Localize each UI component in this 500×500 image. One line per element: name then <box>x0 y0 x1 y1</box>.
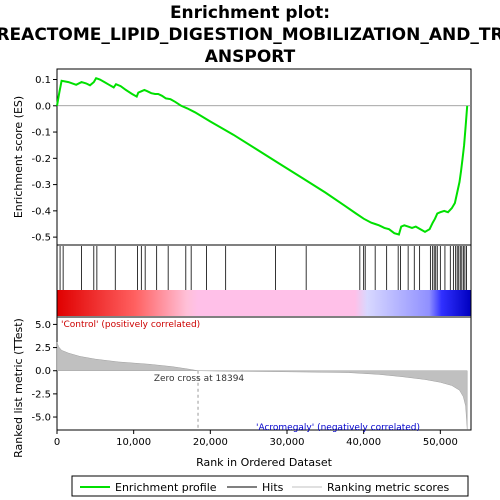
x-tick-label: 40,000 <box>346 437 381 448</box>
es-y-tick-label: -0.4 <box>31 206 51 217</box>
es-y-axis-label: Enrichment score (ES) <box>12 96 25 218</box>
x-tick-label: 20,000 <box>193 437 228 448</box>
legend-frame <box>71 475 469 497</box>
chart-title-line-3: ANSPORT <box>205 47 296 67</box>
ranking-metric-area <box>56 341 468 430</box>
legend: Enrichment profile Hits Ranking metric s… <box>71 475 469 497</box>
hit-markers <box>59 246 467 290</box>
metric-y-axis: 5.0 2.5 0.0 -2.5 -5.0 <box>31 320 57 424</box>
rank-color-band <box>57 290 471 316</box>
legend-label-enrichment: Enrichment profile <box>115 481 217 494</box>
legend-label-metric: Ranking metric scores <box>327 481 449 494</box>
enrichment-profile-line <box>56 76 469 236</box>
x-tick-label: 10,000 <box>116 437 151 448</box>
x-axis-label: Rank in Ordered Dataset <box>196 456 333 469</box>
chart-title-line-2: REACTOME_LIPID_DIGESTION_MOBILIZATION_AN… <box>0 25 500 45</box>
metric-y-tick-label: 2.5 <box>35 343 51 354</box>
es-y-tick-label: -0.5 <box>31 233 51 244</box>
es-y-tick-label: -0.1 <box>31 128 51 139</box>
es-panel-frame <box>56 68 472 246</box>
chart-title-line-1: Enrichment plot: <box>170 3 330 23</box>
x-tick-label: 50,000 <box>423 437 458 448</box>
negative-correlation-label: 'Acromegaly' (negatively correlated) <box>256 423 420 433</box>
metric-y-axis-label: Ranked list metric (TTest) <box>12 318 25 458</box>
x-tick-label: 0 <box>54 437 60 448</box>
metric-y-tick-label: -5.0 <box>31 413 51 424</box>
metric-y-tick-label: 5.0 <box>35 320 51 331</box>
es-y-axis: 0.1 0.0 -0.1 -0.2 -0.3 -0.4 -0.5 <box>31 75 57 244</box>
legend-label-hits: Hits <box>262 481 284 494</box>
rank-color-band-rect <box>57 290 471 316</box>
es-y-tick-label: 0.1 <box>35 75 51 86</box>
zero-cross-label: Zero cross at 18394 <box>154 374 245 384</box>
es-y-tick-label: -0.2 <box>31 154 51 165</box>
es-y-tick-label: 0.0 <box>35 101 51 112</box>
x-tick-label: 30,000 <box>270 437 305 448</box>
x-axis: 0 10,000 20,000 30,000 40,000 50,000 <box>54 430 458 448</box>
metric-y-tick-label: -2.5 <box>31 389 51 400</box>
positive-correlation-label: 'Control' (positively correlated) <box>61 320 200 330</box>
es-y-tick-label: -0.3 <box>31 180 51 191</box>
metric-y-tick-label: 0.0 <box>35 366 51 377</box>
